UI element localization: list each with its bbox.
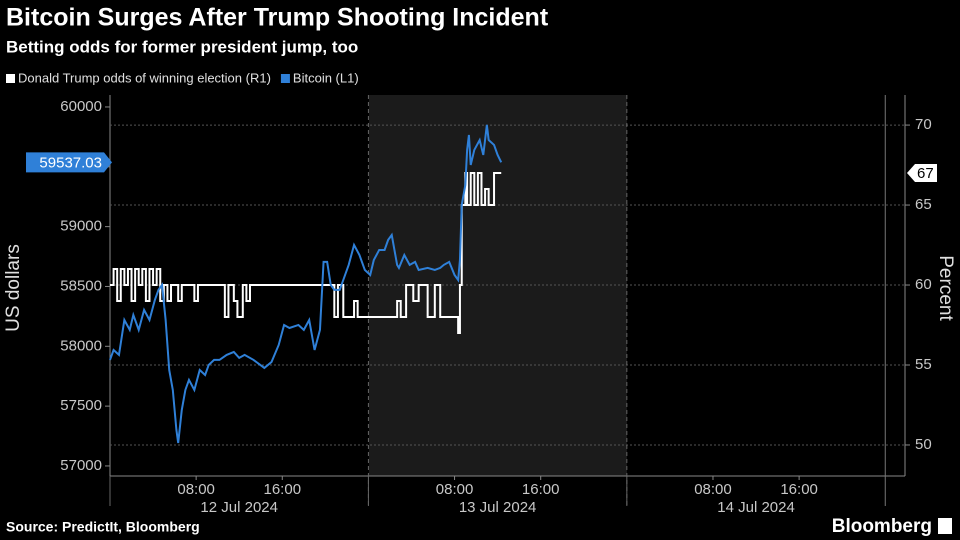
y-tick-label: 58500	[60, 277, 102, 294]
y-tick-label: 57000	[60, 457, 102, 474]
y2-tick-label: 50	[915, 436, 932, 453]
last-value-label: 67	[917, 165, 934, 182]
series-line	[109, 124, 503, 444]
x-tick-label: 16:00	[264, 481, 302, 498]
y2-tick-label: 55	[915, 356, 932, 373]
x-tick-label: 16:00	[522, 481, 560, 498]
y-tick-label: 57500	[60, 397, 102, 414]
chart-title: Bitcoin Surges After Trump Shooting Inci…	[6, 4, 549, 32]
y-axis-title: US dollars	[3, 244, 24, 332]
y2-axis-title: Percent	[935, 255, 956, 321]
y2-tick-label: 60	[915, 276, 932, 293]
date-label: 14 Jul 2024	[717, 499, 795, 516]
y2-tick-label: 70	[915, 116, 932, 133]
x-tick-label: 08:00	[177, 481, 215, 498]
legend-label: Bitcoin (L1)	[293, 70, 359, 85]
x-tick-label: 08:00	[436, 481, 474, 498]
legend-label: Donald Trump odds of winning election (R…	[18, 70, 271, 85]
last-value-box	[907, 164, 937, 183]
series-line	[110, 172, 502, 335]
last-value-label: 59537.03	[39, 154, 102, 171]
x-tick-label: 16:00	[780, 481, 818, 498]
y2-tick-label: 65	[915, 196, 932, 213]
chart-subtitle: Betting odds for former president jump, …	[6, 37, 358, 56]
x-tick-label: 08:00	[694, 481, 732, 498]
date-label: 13 Jul 2024	[459, 499, 537, 516]
source: Source: PredictIt, Bloomberg	[6, 519, 200, 535]
last-value-box	[26, 152, 112, 173]
brand: Bloomberg	[832, 516, 932, 537]
legend-swatch	[280, 74, 290, 83]
brand-icon	[938, 518, 952, 534]
legend-swatch	[6, 74, 15, 83]
date-label: 12 Jul 2024	[200, 499, 278, 516]
y-tick-label: 59000	[60, 218, 102, 235]
y-tick-label: 58000	[60, 337, 102, 354]
y-tick-label: 60000	[60, 98, 102, 115]
